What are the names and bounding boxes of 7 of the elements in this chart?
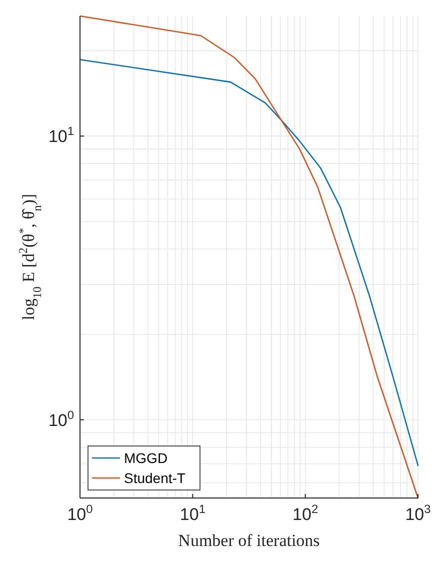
legend-label: Student-T — [124, 470, 186, 486]
x-tick-label: 10$^{0}$ — [67, 502, 94, 524]
x-tick-label: 10$^{1}$ — [180, 502, 206, 524]
x-axis-title: Number of iterations — [178, 531, 320, 550]
x-tick-label: 10$^{3}$ — [405, 502, 432, 524]
x-tick-label: 10$^{2}$ — [292, 502, 318, 524]
legend-label: MGGD — [124, 450, 168, 466]
